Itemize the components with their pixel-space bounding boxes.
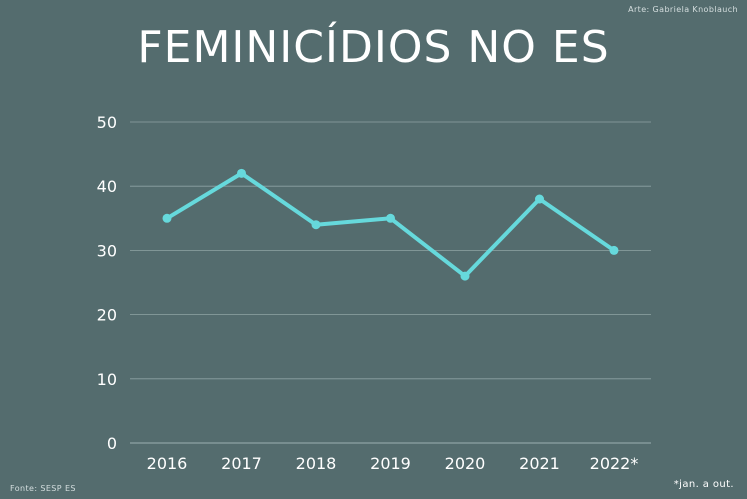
data-point: [162, 213, 172, 223]
source-text: Fonte: SESP ES: [10, 484, 76, 493]
data-point: [609, 245, 619, 255]
x-tick-label: 2016: [147, 454, 188, 473]
y-tick-label: 10: [97, 370, 117, 389]
y-tick-label: 0: [107, 434, 117, 453]
x-tick-label: 2021: [519, 454, 560, 473]
series-line: [165, 171, 616, 279]
y-tick-label: 50: [97, 113, 117, 132]
y-tick-labels: 0 10 20 30 40 50: [97, 113, 117, 453]
x-tick-label: 2019: [370, 454, 411, 473]
data-point: [460, 271, 470, 281]
y-tick-label: 40: [97, 177, 117, 196]
x-tick-label: 2017: [221, 454, 262, 473]
x-tick-label: 2018: [296, 454, 337, 473]
footnote-text: *jan. a out.: [673, 479, 734, 490]
credit-text: Arte: Gabriela Knoblauch: [628, 5, 738, 14]
x-tick-label: 2020: [445, 454, 486, 473]
chart-title: FEMINICÍDIOS NO ES: [137, 22, 610, 73]
series-layer: [162, 168, 619, 281]
data-point: [386, 213, 395, 223]
data-point: [535, 194, 544, 204]
x-tick-label: 2022*: [590, 454, 639, 473]
y-tick-label: 20: [97, 306, 117, 325]
data-point: [311, 220, 321, 230]
x-tick-labels: 2016 2017 2018 2019 2020 2021 2022*: [147, 454, 639, 473]
grid-lines: [130, 121, 651, 444]
y-tick-label: 30: [97, 241, 117, 260]
data-point: [237, 168, 246, 178]
